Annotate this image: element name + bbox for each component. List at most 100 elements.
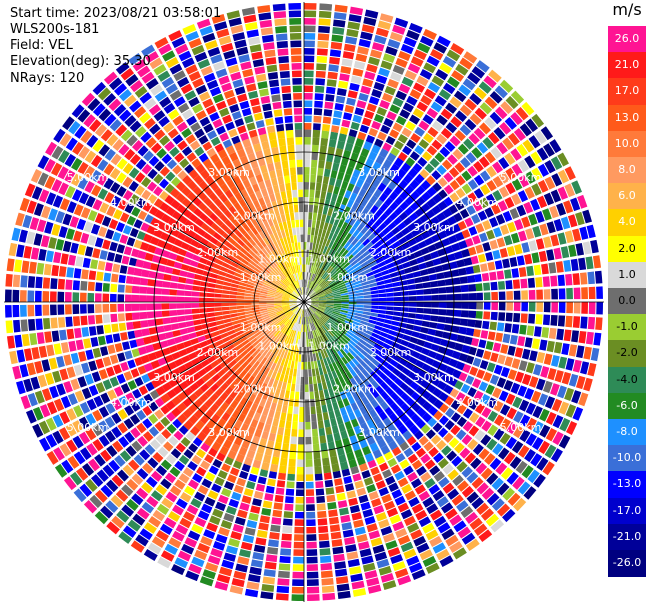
- velocity-gate: [268, 432, 276, 442]
- velocity-gate: [420, 471, 432, 483]
- velocity-gate: [325, 294, 334, 298]
- velocity-gate: [308, 212, 313, 220]
- velocity-gate: [78, 351, 87, 362]
- velocity-gate: [455, 63, 469, 76]
- velocity-gate: [276, 41, 288, 49]
- velocity-gate: [164, 331, 174, 339]
- velocity-gate: [280, 78, 291, 86]
- velocity-gate: [306, 511, 316, 519]
- velocity-gate: [361, 207, 370, 217]
- velocity-gate: [378, 305, 387, 310]
- velocity-gate: [298, 204, 304, 213]
- velocity-gate: [392, 122, 403, 133]
- velocity-gate: [360, 31, 373, 41]
- velocity-gate: [308, 308, 313, 315]
- velocity-gate: [371, 305, 379, 310]
- velocity-gate: [527, 469, 540, 484]
- velocity-gate: [533, 264, 542, 276]
- velocity-gate: [339, 391, 347, 400]
- velocity-gate: [199, 297, 207, 302]
- velocity-gate: [229, 302, 237, 306]
- velocity-gate: [347, 288, 356, 293]
- velocity-gate: [363, 16, 377, 26]
- velocity-gate: [105, 366, 115, 377]
- velocity-gate: [440, 219, 451, 230]
- velocity-gate: [451, 455, 463, 467]
- velocity-gate: [304, 144, 311, 153]
- velocity-gate: [518, 360, 528, 372]
- velocity-gate: [339, 257, 346, 265]
- velocity-gate: [291, 586, 304, 594]
- velocity-gate: [531, 390, 542, 403]
- velocity-gate: [416, 42, 431, 54]
- velocity-gate: [393, 296, 402, 302]
- velocity-gate: [438, 287, 447, 294]
- velocity-gate: [461, 532, 476, 545]
- velocity-gate: [304, 212, 308, 220]
- velocity-gate: [454, 129, 466, 142]
- velocity-gate: [361, 181, 371, 191]
- velocity-gate: [266, 64, 278, 73]
- velocity-gate: [386, 292, 394, 297]
- velocity-gate: [486, 165, 497, 178]
- velocity-gate: [309, 197, 314, 205]
- velocity-gate: [222, 310, 230, 315]
- velocity-gate: [416, 465, 427, 477]
- velocity-gate: [385, 135, 396, 146]
- velocity-gate: [370, 204, 379, 214]
- velocity-gate: [82, 257, 91, 268]
- velocity-gate: [201, 323, 210, 330]
- velocity-gate: [329, 216, 336, 225]
- velocity-gate: [512, 425, 524, 439]
- velocity-gate: [275, 168, 283, 178]
- velocity-gate: [420, 423, 431, 434]
- velocity-gate: [180, 263, 190, 271]
- velocity-gate: [461, 170, 472, 182]
- velocity-gate: [431, 120, 444, 132]
- velocity-gate: [357, 243, 365, 252]
- velocity-field: [5, 3, 603, 601]
- velocity-gate: [374, 354, 383, 363]
- velocity-gate: [351, 357, 360, 366]
- velocity-gate: [344, 278, 352, 284]
- velocity-gate: [330, 125, 340, 133]
- ring-label: 2.00km: [370, 246, 412, 259]
- velocity-gate: [446, 253, 456, 262]
- velocity-gate: [395, 332, 404, 339]
- velocity-gate: [114, 253, 123, 264]
- velocity-gate: [341, 382, 349, 391]
- velocity-gate: [365, 241, 374, 250]
- velocity-gate: [275, 33, 288, 41]
- velocity-gate: [258, 88, 269, 97]
- velocity-gate: [546, 249, 555, 261]
- velocity-gate: [434, 370, 445, 380]
- velocity-gate: [558, 356, 568, 369]
- velocity-gate: [369, 282, 378, 288]
- velocity-gate: [426, 198, 437, 209]
- velocity-gate: [430, 250, 440, 259]
- velocity-gate: [473, 523, 488, 537]
- velocity-gate: [417, 157, 428, 167]
- velocity-gate: [304, 369, 308, 377]
- velocity-gate: [503, 235, 513, 246]
- velocity-gate: [392, 561, 406, 572]
- velocity-gate: [438, 189, 448, 200]
- velocity-gate: [276, 480, 286, 488]
- velocity-gate: [475, 348, 485, 358]
- velocity-gate: [326, 295, 334, 299]
- velocity-gate: [84, 246, 94, 257]
- velocity-gate: [455, 429, 467, 441]
- velocity-gate: [588, 286, 596, 300]
- velocity-gate: [442, 482, 455, 494]
- velocity-gate: [51, 264, 60, 277]
- velocity-gate: [476, 292, 483, 301]
- velocity-gate: [366, 523, 378, 533]
- velocity-gate: [423, 220, 434, 230]
- velocity-gate: [386, 262, 395, 269]
- velocity-gate: [454, 162, 466, 173]
- velocity-gate: [359, 124, 370, 134]
- velocity-gate: [350, 75, 362, 85]
- velocity-gate: [356, 100, 367, 109]
- velocity-gate: [551, 398, 563, 412]
- velocity-gate: [399, 109, 411, 120]
